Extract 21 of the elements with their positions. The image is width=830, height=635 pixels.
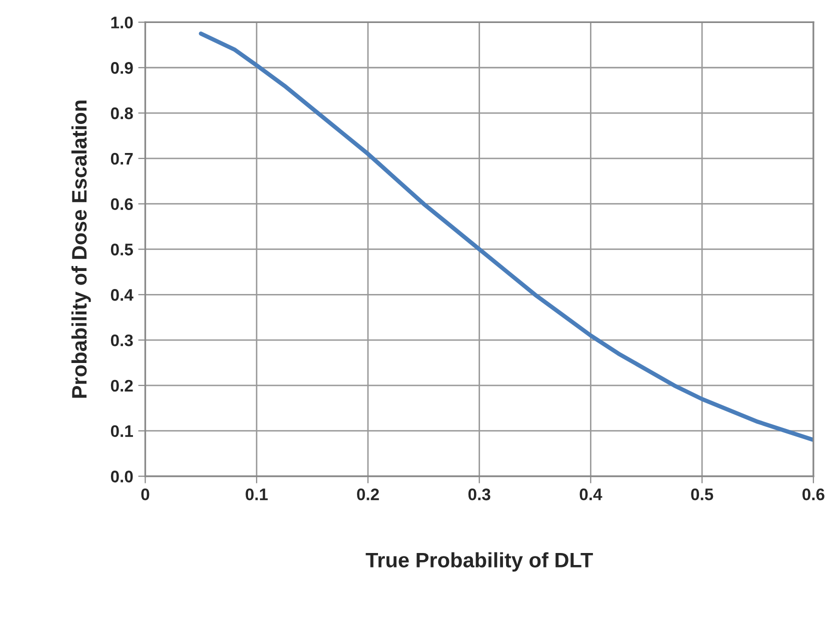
y-tick-label: 0.3 bbox=[110, 334, 133, 346]
x-tick-label: 0.2 bbox=[357, 488, 379, 500]
x-tick-label: 0.3 bbox=[468, 488, 490, 500]
y-tick-label: 0.5 bbox=[110, 244, 133, 256]
y-tick-label: 0.1 bbox=[110, 425, 133, 438]
y-axis-title: Probability of Dose Escalation bbox=[71, 100, 91, 398]
x-axis-title: True Probability of DLT bbox=[366, 552, 593, 572]
x-tick-label: 0.5 bbox=[691, 488, 714, 500]
y-tick-label: 0.7 bbox=[110, 152, 133, 165]
x-tick-label: 0.6 bbox=[802, 488, 824, 500]
x-tick-label: 0 bbox=[141, 488, 150, 500]
line-series bbox=[198, 31, 814, 442]
y-tick-label: 0.9 bbox=[110, 62, 133, 74]
y-tick-label: 0.2 bbox=[110, 380, 133, 392]
y-tick-label: 0.6 bbox=[110, 198, 133, 210]
y-tick-label: 0.0 bbox=[110, 470, 133, 482]
y-tick-label: 1.0 bbox=[111, 16, 133, 28]
x-tick-label: 0.1 bbox=[246, 488, 268, 500]
y-tick-label: 0.8 bbox=[110, 107, 133, 120]
y-tick-label: 0.4 bbox=[110, 289, 134, 301]
x-tick-label: 0.4 bbox=[580, 488, 602, 500]
